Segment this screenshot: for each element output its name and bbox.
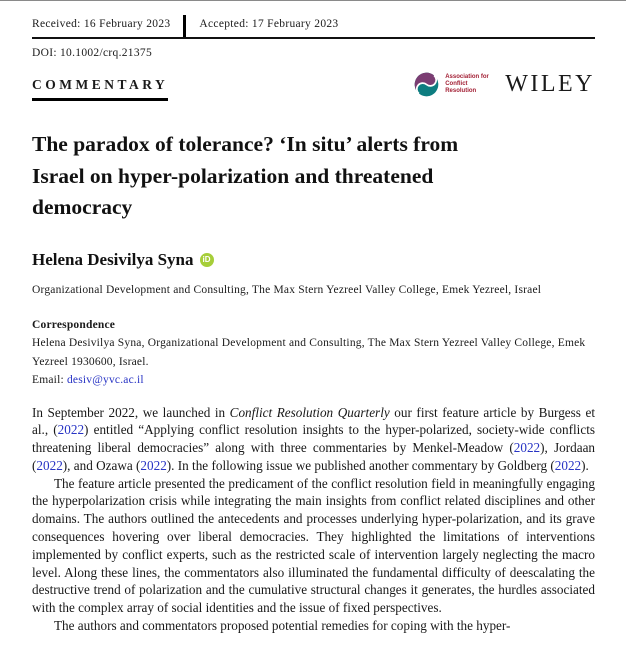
correspondence-email-row: Email: desiv@yvc.ac.il	[32, 371, 595, 390]
correspondence-text: Helena Desivilya Syna, Organizational De…	[32, 337, 586, 368]
citation-link[interactable]: 2022	[554, 457, 582, 473]
correspondence-heading: Correspondence	[32, 318, 116, 331]
body-paragraph: The feature article presented the predic…	[32, 475, 595, 616]
received-date: Received: 16 February 2023	[32, 18, 171, 30]
body-paragraph: The authors and commentators proposed po…	[54, 618, 511, 634]
article-body: In September 2022, we launched in Confli…	[32, 404, 595, 635]
body-paragraph: In September 2022, we launched in Confli…	[32, 404, 596, 473]
orcid-icon[interactable]: iD	[199, 252, 214, 267]
citation-link[interactable]: 2022	[36, 457, 63, 473]
article-title-line3: democracy	[32, 195, 133, 219]
article-title: The paradox of tolerance? ‘In situ’ aler…	[32, 129, 595, 224]
citation-link[interactable]: 2022	[57, 422, 85, 438]
article-type-row: COMMENTARY Association for Conflict Reso…	[32, 71, 595, 101]
email-link[interactable]: desiv@yvc.ac.il	[66, 374, 144, 386]
accepted-date: Accepted: 17 February 2023	[199, 18, 339, 30]
doi-label: DOI: 10.1002/crq.21375	[32, 47, 152, 59]
email-label: Email:	[32, 374, 67, 386]
wiley-logo: WILEY	[505, 71, 595, 97]
citation-link[interactable]: 2022	[513, 440, 541, 456]
article-title-line1: The paradox of tolerance? ‘In situ’ aler…	[32, 132, 459, 156]
article-title-line2: Israel on hyper-polarization and threate…	[32, 163, 434, 188]
acr-logo-text: Association for Conflict Resolution	[445, 74, 493, 96]
acr-logo-line2: Conflict Resolution	[445, 80, 477, 95]
acr-logo-icon	[414, 72, 439, 97]
acr-logo-line1: Association for	[445, 73, 489, 80]
author-name: Helena Desivilya Syna	[32, 249, 194, 269]
date-divider	[183, 15, 187, 37]
citation-link[interactable]: 2022	[140, 457, 167, 473]
publisher-logos: Association for Conflict Resolution WILE…	[413, 71, 595, 101]
article-type-label: COMMENTARY	[32, 77, 169, 101]
author-row: Helena Desivilya Syna iD	[32, 250, 595, 270]
receipt-dates-row: Received: 16 February 2023 Accepted: 17 …	[32, 15, 595, 39]
correspondence-block: Correspondence Helena Desivilya Syna, Or…	[32, 316, 595, 390]
affiliation: Organizational Development and Consultin…	[32, 283, 542, 296]
journal-name: Conflict Resolution Quarterly	[229, 404, 390, 420]
